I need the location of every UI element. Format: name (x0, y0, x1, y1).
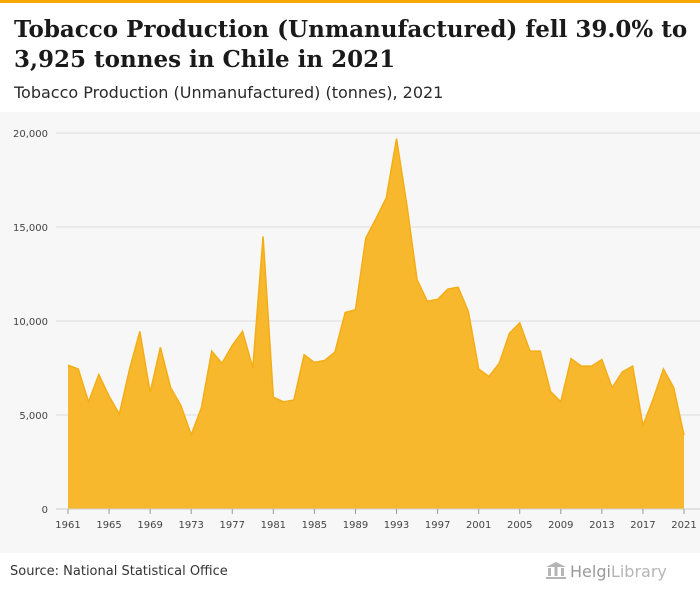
accent-bar (0, 0, 700, 3)
x-tick-label: 2021 (671, 520, 696, 531)
x-tick-label: 1981 (261, 520, 286, 531)
source-note: Source: National Statistical Office (10, 564, 228, 579)
x-tick-label: 2013 (589, 520, 614, 531)
x-tick-label: 1973 (178, 520, 203, 531)
y-tick-label: 20,000 (13, 129, 48, 140)
x-tick-label: 2005 (507, 520, 532, 531)
brand-logo: HelgiLibrary (570, 562, 667, 581)
x-tick-label: 1985 (302, 520, 327, 531)
x-tick-label: 2001 (466, 520, 491, 531)
x-tick-label: 1989 (343, 520, 368, 531)
chart-subtitle: Tobacco Production (Unmanufactured) (ton… (14, 83, 444, 102)
chart-title: Tobacco Production (Unmanufactured) fell… (14, 16, 688, 73)
x-tick-label: 2017 (630, 520, 655, 531)
x-tick-label: 1993 (384, 520, 409, 531)
x-tick-label: 1961 (55, 520, 80, 531)
series-area (68, 138, 684, 509)
y-tick-label: 0 (42, 505, 48, 516)
y-tick-label: 5,000 (19, 411, 48, 422)
x-tick-label: 1969 (137, 520, 162, 531)
area-chart: 0 5,000 10,000 15,000 20,000 1961 1965 1969 1973… (13, 129, 700, 531)
brand-suffix: Library (610, 562, 667, 581)
x-tick-label: 2009 (548, 520, 573, 531)
y-tick-label: 15,000 (13, 223, 48, 234)
x-tick-label: 1997 (425, 520, 450, 531)
x-tick-label: 1965 (96, 520, 121, 531)
library-columns-icon (546, 562, 566, 579)
x-tick-label: 1977 (220, 520, 245, 531)
y-tick-label: 10,000 (13, 317, 48, 328)
brand-name: Helgi (570, 562, 611, 581)
chart-header: Tobacco Production (Unmanufactured) fell… (0, 3, 700, 108)
